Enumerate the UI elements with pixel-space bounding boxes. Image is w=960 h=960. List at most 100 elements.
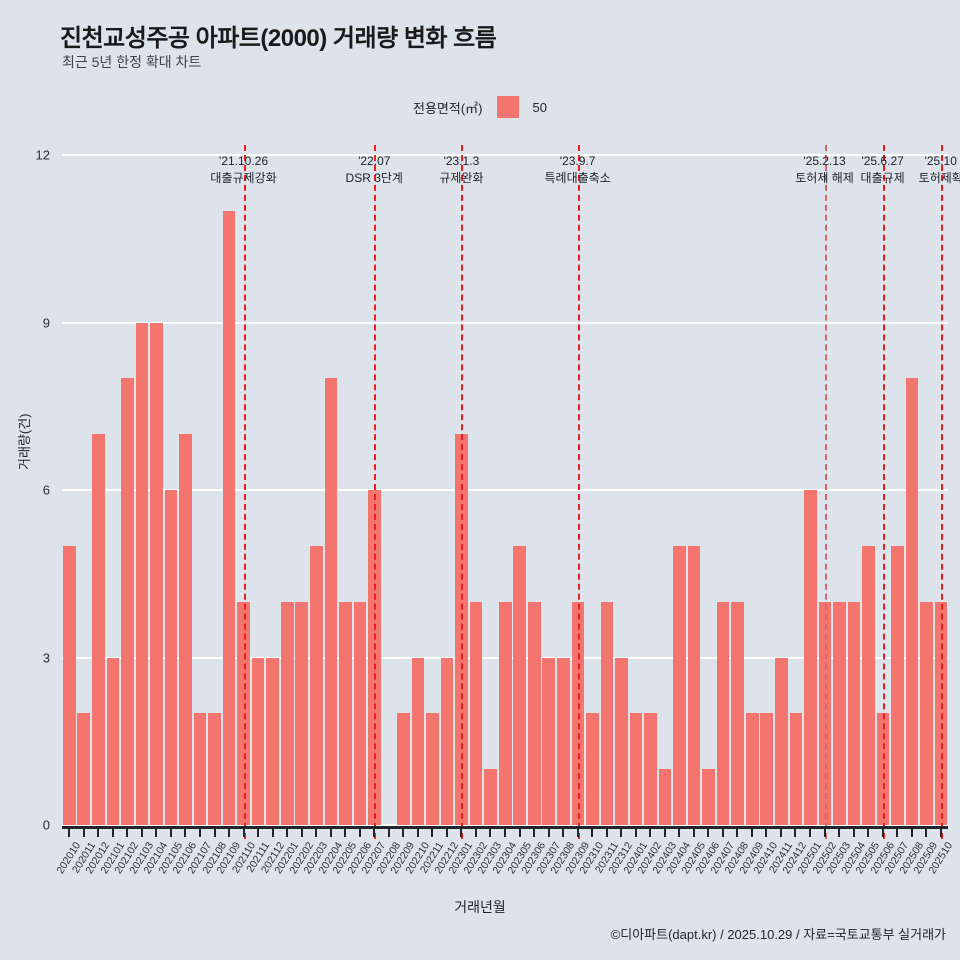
bar-slot	[905, 155, 920, 825]
x-axis-tick	[910, 826, 913, 837]
event-annotation: '25.2.13 토허제 해제	[795, 153, 854, 188]
x-axis-tick	[82, 826, 85, 837]
event-annotation-label: 대출규제	[860, 171, 905, 186]
x-axis-tick	[852, 826, 855, 837]
event-annotation-date: '22.07	[358, 154, 391, 168]
bar	[731, 601, 745, 825]
x-axis-tick	[387, 826, 390, 837]
x-axis-tick	[344, 826, 347, 837]
bar-slot	[295, 155, 310, 825]
bar-slot	[91, 155, 106, 825]
x-axis-tick	[809, 826, 812, 837]
bar-slot	[861, 155, 876, 825]
bar-slot	[919, 155, 934, 825]
bar	[804, 490, 817, 825]
bar	[164, 490, 178, 825]
bar	[847, 601, 861, 825]
bar	[673, 545, 686, 825]
x-axis-tick	[315, 826, 318, 837]
gridline	[62, 824, 948, 826]
bar-slot	[483, 155, 498, 825]
event-line	[374, 145, 377, 839]
bar	[179, 434, 192, 825]
x-axis-tick	[649, 826, 652, 837]
bar	[920, 601, 933, 825]
legend-label: 전용면적(㎡)	[413, 100, 483, 116]
bar	[862, 545, 875, 825]
bar	[324, 378, 338, 825]
chart-plot-area: 0 3 6 9 12 '21.10.26 대출규제강화 '22.07 DSR 3단계 '23.1…	[36, 145, 960, 839]
bar-slot	[760, 155, 775, 825]
bar-slot	[222, 155, 237, 825]
x-axis-tick	[867, 826, 870, 837]
bar-slot	[658, 155, 673, 825]
event-annotation: '25.6.27 대출규제	[861, 153, 905, 188]
bar	[106, 657, 120, 825]
bar	[644, 713, 657, 825]
bar	[266, 657, 280, 825]
bar-slot	[716, 155, 731, 825]
x-axis-tick	[663, 826, 666, 837]
bar-slot	[178, 155, 193, 825]
x-axis-tick	[750, 826, 753, 837]
event-annotation-label: DSR 3단계	[345, 171, 403, 186]
bar-slot	[382, 155, 397, 825]
x-axis-tick	[765, 826, 768, 837]
y-axis-title: 거래량(건)	[17, 413, 32, 471]
event-line	[461, 145, 464, 839]
y-axis-tick-label: 6	[42, 482, 50, 498]
bar-slot	[149, 155, 164, 825]
x-axis-tick	[271, 826, 274, 837]
bar	[222, 210, 236, 825]
event-annotation: '23.9.7 특례대출축소	[544, 153, 610, 188]
bar	[615, 657, 628, 825]
bar	[295, 601, 309, 825]
bar-slot	[730, 155, 745, 825]
bar	[542, 657, 556, 825]
bar	[527, 601, 541, 825]
x-axis-tick	[373, 826, 376, 837]
page-subtitle: 최근 5년 한정 확대 차트	[62, 54, 202, 70]
bar	[905, 378, 919, 825]
y-axis-tick-label: 3	[42, 650, 50, 665]
bar	[339, 601, 352, 825]
event-line	[577, 145, 580, 839]
gridline	[62, 321, 948, 324]
x-axis-tick	[68, 826, 71, 837]
x-axis-tick	[431, 826, 434, 837]
bar	[833, 601, 846, 825]
bar-slot	[629, 155, 644, 825]
x-axis-tick	[736, 826, 739, 837]
bar-slot	[411, 155, 426, 825]
event-line	[243, 145, 246, 839]
bar-slot	[745, 155, 760, 825]
bar	[92, 434, 105, 825]
bar-slot	[469, 155, 484, 825]
bar-slot	[62, 155, 77, 825]
x-axis-title: 거래년월	[454, 899, 506, 915]
x-axis-tick	[707, 826, 710, 837]
x-axis-tick	[838, 826, 841, 837]
gridline	[62, 154, 948, 156]
page-title: 진천교성주공 아파트(2000) 거래량 변화 흐름	[60, 25, 497, 52]
bar	[702, 769, 715, 825]
bar-slot	[774, 155, 789, 825]
x-axis-tick	[474, 826, 477, 837]
bar	[600, 601, 614, 825]
bar	[309, 545, 323, 825]
event-annotation-label: 토허제 해제	[795, 171, 854, 186]
bar-slot	[687, 155, 702, 825]
bar	[760, 713, 774, 825]
bar-slot	[643, 155, 658, 825]
x-axis-tick	[97, 826, 100, 837]
x-axis-tick	[228, 826, 231, 837]
bar	[397, 713, 410, 825]
legend-swatch-icon	[496, 96, 519, 118]
x-axis-tick	[576, 826, 579, 837]
bar-slot	[556, 155, 571, 825]
x-axis-tick	[445, 826, 448, 837]
bar-slot	[803, 155, 818, 825]
bar	[251, 657, 265, 825]
x-axis-tick	[329, 826, 332, 837]
event-annotation-date: '23.9.7	[559, 154, 596, 168]
